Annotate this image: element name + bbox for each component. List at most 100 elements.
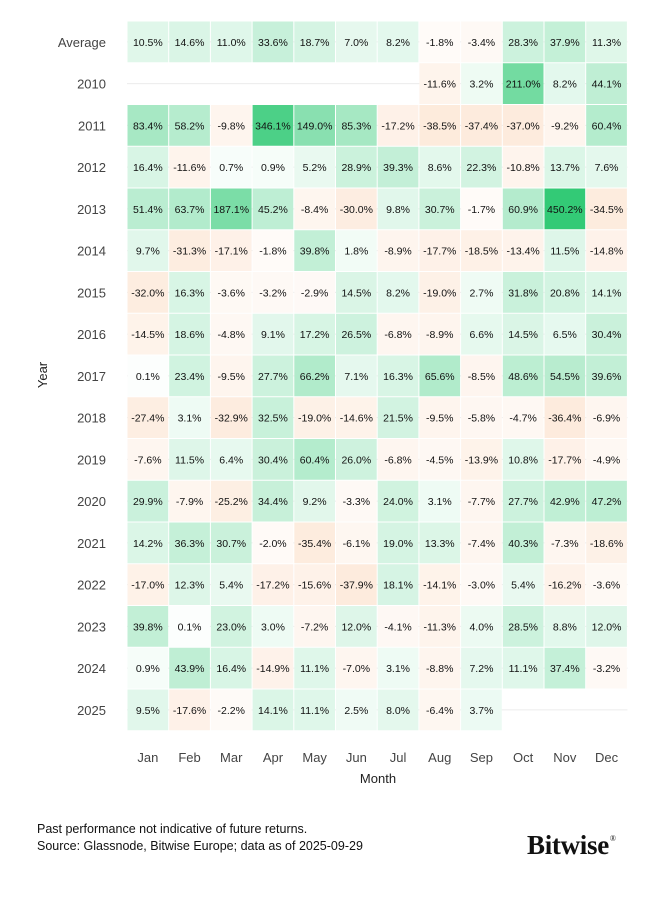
heatmap-cell xyxy=(419,480,461,522)
heatmap-cell xyxy=(502,564,544,605)
heatmap-cell xyxy=(502,105,544,146)
cell-value-label: -8.8% xyxy=(426,663,453,675)
heatmap-cell xyxy=(502,647,544,689)
heatmap-cell xyxy=(336,480,377,522)
heatmap-cell xyxy=(377,647,419,689)
heatmap-cell xyxy=(586,21,627,63)
heatmap-cell xyxy=(294,522,335,564)
y-tick-label: 2011 xyxy=(78,118,106,133)
heatmap-cell xyxy=(461,397,502,438)
heatmap-cell xyxy=(127,272,169,313)
heatmap-cell xyxy=(544,188,586,230)
heatmap-cell xyxy=(586,522,627,564)
heatmap-cell xyxy=(336,146,377,188)
cell-value-label: 211.0% xyxy=(506,79,541,91)
x-tick-label: May xyxy=(302,750,327,765)
cell-value-label: -14.9% xyxy=(256,663,289,675)
heatmap-cell xyxy=(294,564,335,605)
heatmap-cell xyxy=(294,606,335,647)
heatmap-cell xyxy=(127,21,169,63)
heatmap-cell xyxy=(502,522,544,564)
cell-value-label: 60.4% xyxy=(300,454,330,466)
y-tick-label: 2021 xyxy=(77,536,106,551)
cell-value-label: -11.3% xyxy=(424,621,457,633)
heatmap-cell xyxy=(336,522,377,564)
heatmap-cell xyxy=(294,105,335,146)
heatmap-cell xyxy=(336,105,377,146)
cell-value-label: -34.5% xyxy=(590,204,623,216)
cell-value-label: 16.4% xyxy=(216,663,246,675)
x-tick-label: Dec xyxy=(595,750,619,765)
cell-value-label: -35.4% xyxy=(298,538,331,550)
heatmap-cell xyxy=(127,188,169,230)
cell-value-label: 0.9% xyxy=(136,663,160,675)
heatmap-cell xyxy=(127,313,169,355)
cell-value-label: 39.8% xyxy=(133,621,163,633)
heatmap-cell xyxy=(586,146,627,188)
heatmap-cell xyxy=(461,480,502,522)
x-tick-label: Aug xyxy=(428,750,451,765)
cell-value-label: 11.0% xyxy=(217,37,246,49)
heatmap-cell xyxy=(169,313,210,355)
disclaimer-note: Past performance not indicative of futur… xyxy=(37,822,308,836)
cell-value-label: -30.0% xyxy=(340,204,373,216)
heatmap-cell xyxy=(586,272,627,313)
heatmap-cell xyxy=(336,606,377,647)
heatmap-cell xyxy=(169,21,210,63)
cell-value-label: 11.5% xyxy=(550,246,579,258)
heatmap-cell xyxy=(377,230,419,271)
heatmap-cell xyxy=(377,564,419,605)
heatmap-cell xyxy=(169,606,210,647)
heatmap-cell xyxy=(544,355,586,397)
cell-value-label: 7.1% xyxy=(344,371,368,383)
cell-value-label: 9.5% xyxy=(136,705,160,717)
cell-value-label: -6.9% xyxy=(593,413,620,425)
heatmap-cell xyxy=(377,355,419,397)
heatmap-cell xyxy=(461,439,502,480)
heatmap-cell xyxy=(419,313,461,355)
cell-value-label: 149.0% xyxy=(297,120,333,132)
y-tick-label: Average xyxy=(58,35,106,50)
cell-value-label: 5.4% xyxy=(511,580,535,592)
cell-value-label: 28.5% xyxy=(508,621,538,633)
cell-value-label: 32.5% xyxy=(258,413,288,425)
cell-value-label: -10.8% xyxy=(507,162,540,174)
cell-value-label: -6.8% xyxy=(384,329,411,341)
cell-value-label: 26.0% xyxy=(341,454,371,466)
cell-value-label: 33.6% xyxy=(258,37,288,49)
y-tick-label: 2018 xyxy=(77,411,106,426)
cell-value-label: -14.5% xyxy=(131,329,164,341)
cell-value-label: -4.8% xyxy=(218,329,245,341)
cell-value-label: 11.3% xyxy=(592,37,621,49)
cell-value-label: 47.2% xyxy=(592,496,622,508)
cell-value-label: 60.4% xyxy=(592,120,622,132)
cell-value-label: -17.6% xyxy=(173,705,206,717)
cell-value-label: -17.7% xyxy=(423,246,456,258)
heatmap-cell xyxy=(210,313,252,355)
heatmap-cell xyxy=(252,146,294,188)
heatmap-cell xyxy=(544,480,586,522)
cell-value-label: 3.1% xyxy=(428,496,452,508)
y-tick-label: 2019 xyxy=(77,452,106,467)
heatmap-cell xyxy=(169,146,210,188)
heatmap-cell xyxy=(461,230,502,271)
x-tick-label: Mar xyxy=(220,750,243,765)
heatmap-cell xyxy=(544,397,586,438)
heatmap-cell xyxy=(210,105,252,146)
heatmap-cell xyxy=(252,480,294,522)
y-tick-label: 2025 xyxy=(77,703,106,718)
cell-value-label: 0.7% xyxy=(219,162,243,174)
cell-value-label: -7.2% xyxy=(301,621,328,633)
heatmap-cell xyxy=(169,355,210,397)
heatmap-cell xyxy=(210,355,252,397)
x-tick-label: Sep xyxy=(470,750,493,765)
cell-value-label: 30.7% xyxy=(425,204,455,216)
cell-value-label: 10.8% xyxy=(508,454,538,466)
cell-value-label: -7.7% xyxy=(468,496,495,508)
cell-value-label: 30.7% xyxy=(216,538,246,550)
heatmap-cell xyxy=(127,397,169,438)
heatmap-cell xyxy=(294,230,335,271)
heatmap-cell xyxy=(210,564,252,605)
heatmap-cell xyxy=(502,439,544,480)
cell-value-label: 3.7% xyxy=(469,705,493,717)
